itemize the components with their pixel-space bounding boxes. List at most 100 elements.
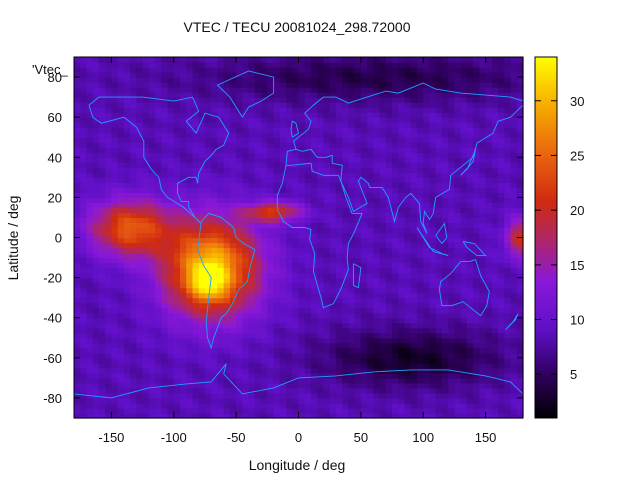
heatmap-cell: [473, 292, 480, 299]
heatmap-cell: [223, 187, 231, 193]
heatmap-cell: [466, 217, 474, 224]
heatmap-cell: [479, 282, 487, 289]
heatmap-cell: [454, 97, 462, 103]
heatmap-cell: [105, 217, 113, 224]
heatmap-cell: [180, 72, 187, 78]
heatmap-cell: [130, 212, 137, 219]
heatmap-cell: [460, 407, 468, 414]
heatmap-cell: [223, 137, 231, 143]
heatmap-cell: [74, 82, 81, 88]
heatmap-cell: [192, 132, 200, 138]
heatmap-cell: [80, 102, 88, 108]
heatmap-cell: [404, 272, 412, 279]
heatmap-cell: [286, 347, 293, 354]
heatmap-cell: [298, 137, 306, 143]
heatmap-cell: [167, 167, 175, 173]
heatmap-cell: [105, 412, 113, 419]
heatmap-cell: [198, 342, 206, 349]
heatmap-cell: [130, 97, 137, 103]
heatmap-cell: [173, 322, 181, 329]
heatmap-cell: [117, 222, 125, 229]
heatmap-cell: [136, 202, 144, 209]
heatmap-cell: [392, 217, 399, 224]
heatmap-cell: [385, 347, 393, 354]
heatmap-cell: [273, 327, 281, 334]
heatmap-cell: [167, 237, 175, 244]
heatmap-cell: [173, 302, 181, 309]
heatmap-cell: [348, 277, 356, 284]
heatmap-cell: [105, 97, 113, 103]
heatmap-cell: [286, 232, 293, 239]
heatmap-cell: [186, 182, 194, 188]
heatmap-cell: [423, 312, 431, 319]
heatmap-cell: [117, 237, 125, 244]
heatmap-cell: [111, 322, 119, 329]
heatmap-cell: [310, 347, 318, 354]
heatmap-cell: [398, 312, 406, 319]
heatmap-cell: [435, 62, 443, 68]
heatmap-cell: [317, 187, 325, 193]
heatmap-cell: [229, 397, 237, 404]
heatmap-cell: [173, 122, 181, 128]
heatmap-cell: [248, 187, 256, 193]
heatmap-cell: [441, 182, 449, 188]
heatmap-cell: [80, 172, 88, 178]
heatmap-cell: [161, 207, 169, 214]
heatmap-cell: [261, 357, 268, 364]
heatmap-cell: [292, 282, 300, 289]
heatmap-cell: [379, 357, 387, 364]
heatmap-cell: [80, 407, 88, 414]
heatmap-cell: [473, 367, 480, 374]
heatmap-cell: [498, 172, 505, 178]
heatmap-cell: [354, 397, 362, 404]
heatmap-cell: [117, 57, 125, 63]
heatmap-cell: [261, 202, 268, 209]
heatmap-cell: [223, 287, 231, 294]
heatmap-cell: [404, 152, 412, 158]
heatmap-cell: [148, 212, 156, 219]
heatmap-cell: [111, 72, 119, 78]
heatmap-cell: [192, 347, 200, 354]
heatmap-cell: [441, 217, 449, 224]
heatmap-cell: [373, 107, 381, 113]
heatmap-cell: [211, 227, 219, 234]
heatmap-cell: [485, 337, 493, 344]
heatmap-cell: [410, 77, 418, 83]
heatmap-cell: [354, 372, 362, 379]
heatmap-cell: [130, 337, 137, 344]
heatmap-cell: [130, 182, 137, 188]
heatmap-cell: [142, 407, 150, 414]
heatmap-cell: [385, 297, 393, 304]
heatmap-cell: [485, 242, 493, 249]
heatmap-cell: [273, 182, 281, 188]
heatmap-cell: [348, 352, 356, 359]
heatmap-cell: [323, 202, 331, 209]
heatmap-cell: [254, 337, 262, 344]
heatmap-cell: [466, 387, 474, 394]
heatmap-cell: [254, 252, 262, 259]
heatmap-cell: [354, 77, 362, 83]
heatmap-cell: [354, 57, 362, 63]
heatmap-cell: [167, 172, 175, 178]
heatmap-cell: [310, 192, 318, 198]
heatmap-cell: [98, 107, 106, 113]
heatmap-cell: [192, 192, 200, 198]
heatmap-cell: [286, 137, 293, 143]
heatmap-cell: [404, 367, 412, 374]
heatmap-cell: [441, 82, 449, 88]
heatmap-cell: [136, 282, 144, 289]
heatmap-cell: [304, 132, 312, 138]
heatmap-cell: [117, 97, 125, 103]
heatmap-cell: [410, 162, 418, 168]
heatmap-cell: [298, 197, 306, 203]
heatmap-cell: [498, 77, 505, 83]
heatmap-cell: [173, 67, 181, 73]
heatmap-cell: [254, 182, 262, 188]
heatmap-cell: [223, 182, 231, 188]
heatmap-cell: [423, 282, 431, 289]
heatmap-cell: [223, 112, 231, 118]
heatmap-cell: [398, 62, 406, 68]
heatmap-cell: [86, 62, 94, 68]
heatmap-cell: [310, 367, 318, 374]
heatmap-cell: [485, 192, 493, 198]
